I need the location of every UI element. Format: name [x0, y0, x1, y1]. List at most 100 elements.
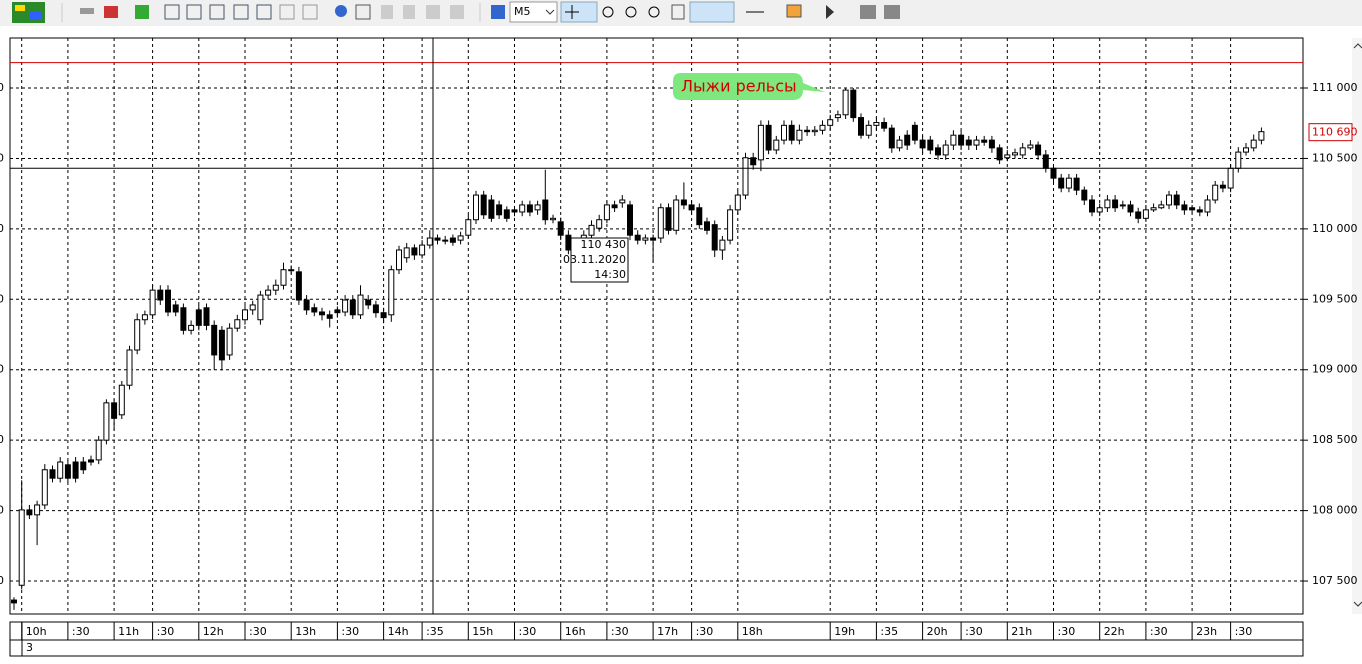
annotation-bubble[interactable] — [673, 73, 825, 100]
icon[interactable] — [826, 5, 834, 19]
candle-body — [57, 461, 64, 479]
candle-body — [242, 309, 248, 321]
candle-body — [1173, 194, 1180, 206]
icon[interactable] — [625, 6, 637, 18]
icon[interactable] — [135, 5, 149, 19]
scroll-up[interactable] — [1353, 43, 1362, 49]
icon[interactable] — [884, 5, 900, 19]
icon[interactable] — [602, 6, 614, 18]
candle-body — [588, 224, 595, 236]
candle-body — [1081, 189, 1088, 201]
candle-body — [796, 129, 803, 141]
icon[interactable] — [491, 5, 505, 19]
candle-body — [642, 237, 649, 241]
candle-body — [280, 269, 287, 286]
candle-body — [1119, 204, 1126, 207]
candle-body — [172, 304, 179, 313]
icon[interactable] — [355, 4, 371, 20]
candle-body — [634, 234, 641, 241]
scroll-down[interactable] — [1353, 601, 1362, 607]
icon[interactable] — [381, 5, 393, 19]
candle-body — [411, 247, 418, 256]
candle-body — [919, 139, 926, 149]
scrollbar[interactable] — [1352, 38, 1362, 614]
candles — [11, 88, 1265, 610]
time-axis — [9, 621, 1304, 657]
candle-body — [1135, 211, 1142, 219]
y-tick-label-clipped: 110 500 — [0, 151, 4, 164]
icon[interactable] — [256, 4, 272, 20]
candle-body — [1112, 199, 1119, 209]
candle-body — [811, 129, 818, 133]
candle-body — [303, 299, 310, 311]
icon[interactable] — [186, 4, 202, 20]
candle-body — [380, 312, 387, 319]
candle-body — [927, 139, 934, 151]
candle-body — [203, 307, 210, 326]
timeframe-select[interactable] — [509, 1, 558, 23]
candle-body — [1065, 177, 1072, 189]
candle-body — [842, 89, 849, 116]
candle-body — [226, 327, 233, 356]
icon[interactable] — [671, 4, 685, 20]
icon[interactable] — [426, 5, 440, 19]
tooltip-date: 03.11.2020 — [563, 253, 626, 266]
candle-body — [272, 284, 279, 291]
x-tick-label: :30 — [1150, 625, 1168, 638]
x-tick-label: 17h — [657, 625, 678, 638]
candle-body — [565, 234, 572, 251]
icon[interactable] — [80, 8, 94, 14]
candle-body — [473, 194, 479, 221]
candle-body — [1035, 144, 1042, 156]
candle-body — [673, 199, 680, 231]
candle-body — [1012, 152, 1018, 156]
x-tick-label: 14h — [388, 625, 409, 638]
icon[interactable] — [335, 5, 347, 17]
candle-body — [1219, 184, 1226, 189]
y-tick-label: 110 500 — [1312, 151, 1358, 164]
candle-body — [457, 235, 464, 241]
hand-buttons[interactable] — [689, 1, 735, 23]
candle-body — [503, 209, 510, 219]
y-tick-label-clipped: 108 500 — [0, 433, 4, 446]
candle-body — [372, 304, 379, 314]
icon[interactable] — [302, 4, 318, 20]
timeframe-value: M5 — [514, 5, 531, 18]
icon[interactable] — [860, 5, 876, 19]
candle-body — [888, 127, 895, 149]
candle-body — [1227, 167, 1234, 189]
y-tick-label: 107 500 — [1312, 574, 1358, 587]
candle-body — [180, 307, 187, 331]
annotation-text[interactable]: Лыжи рельсы — [681, 77, 797, 96]
icon[interactable] — [648, 6, 660, 18]
candle-body — [1142, 209, 1149, 219]
tooltip-price: 110 430 — [581, 238, 627, 251]
x-tick-label: :35 — [426, 625, 444, 638]
candle-body — [834, 114, 841, 119]
candle-body — [1150, 207, 1157, 211]
candle-body — [788, 124, 795, 141]
icon[interactable] — [104, 6, 118, 18]
candle-body — [41, 469, 48, 506]
candle-body — [1166, 194, 1172, 206]
icon[interactable] — [786, 4, 802, 18]
x-tick-label: :35 — [880, 625, 898, 638]
candle-body — [950, 134, 957, 146]
candle-body — [319, 311, 325, 316]
candle-body — [188, 324, 195, 331]
icon[interactable] — [279, 4, 295, 20]
candle-body — [141, 314, 148, 321]
current-price-box — [1308, 123, 1353, 142]
candle-body — [942, 144, 949, 156]
icon[interactable] — [450, 5, 464, 19]
icon[interactable] — [164, 4, 180, 20]
candle-body — [619, 199, 626, 204]
candle-body — [526, 204, 533, 213]
candle-body — [519, 204, 526, 213]
candle-body — [165, 289, 171, 313]
icon[interactable] — [403, 5, 415, 19]
x-tick-label: :30 — [157, 625, 175, 638]
icon[interactable] — [209, 4, 225, 20]
icon[interactable] — [233, 4, 249, 20]
candle-body — [534, 204, 541, 211]
